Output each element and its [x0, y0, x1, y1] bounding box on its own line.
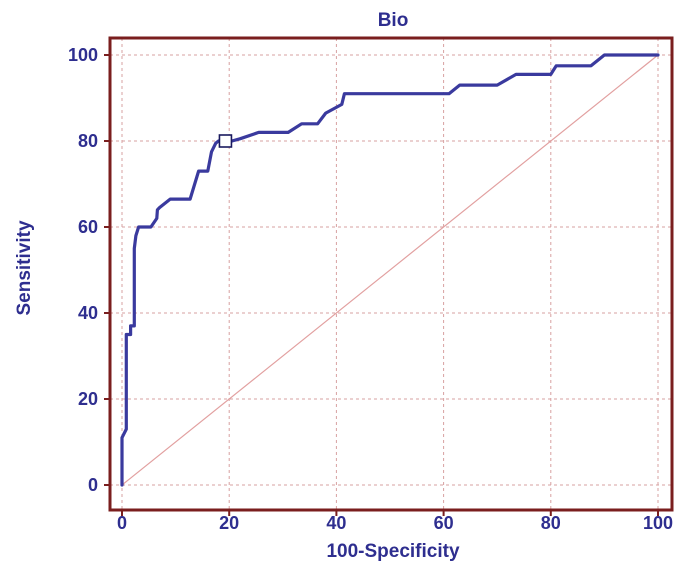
criterion-marker	[218, 134, 233, 148]
grid	[110, 38, 672, 510]
x-tick-label: 60	[434, 513, 454, 533]
y-tick-label: 40	[78, 303, 98, 323]
x-axis-ticks: 0 20 40 60 80 100	[117, 510, 673, 533]
y-axis-ticks: 0 20 40 60 80 100	[68, 45, 110, 495]
y-tick-label: 0	[88, 475, 98, 495]
plot-frame	[108, 36, 674, 512]
x-axis-label: 100-Specificity	[326, 541, 459, 562]
x-tick-label: 0	[117, 513, 127, 533]
x-tick-label: 100	[643, 513, 673, 533]
y-tick-label: 80	[78, 131, 98, 151]
x-tick-label: 80	[541, 513, 561, 533]
roc-curve-layer	[120, 53, 660, 487]
diagonal-line	[121, 54, 659, 486]
y-tick-label: 20	[78, 389, 98, 409]
y-tick-label: 100	[68, 45, 98, 65]
y-axis-label: Sensitivity	[14, 220, 35, 315]
x-tick-label: 40	[326, 513, 346, 533]
y-tick-label: 60	[78, 217, 98, 237]
criterion-marker-layer	[218, 134, 233, 148]
roc-curve	[120, 53, 660, 487]
reference-diagonal	[121, 54, 659, 486]
x-tick-label: 20	[219, 513, 239, 533]
chart-title: Bio	[378, 10, 409, 31]
